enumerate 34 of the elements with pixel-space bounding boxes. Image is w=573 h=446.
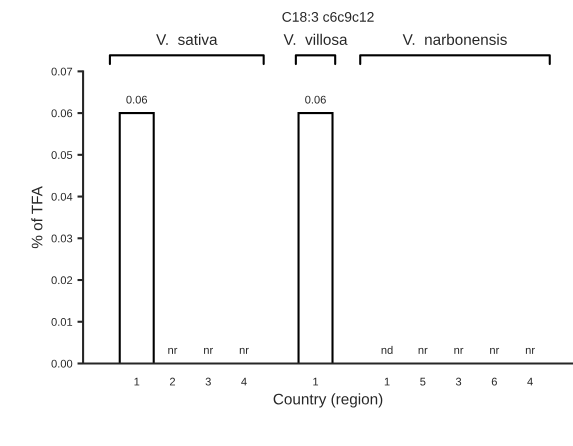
chart-title: C18:3 c6c9c12 <box>282 12 374 22</box>
text: nr <box>240 348 249 354</box>
x-tick-label: 4 <box>527 378 533 386</box>
text: nr <box>526 348 535 354</box>
x-tick-label: 1 <box>313 378 318 386</box>
y-tick-label: 0.01 <box>51 318 72 326</box>
data-label: 0.06 <box>305 96 326 104</box>
y-tick-label: 0.03 <box>51 234 72 242</box>
text: nr <box>418 348 428 354</box>
y-tick-label: 0.07 <box>51 68 72 76</box>
x-tick-label: 3 <box>206 378 211 386</box>
text: V. sativa <box>156 34 218 45</box>
text: nr <box>454 348 464 354</box>
y-tick-label: 0.04 <box>51 192 72 201</box>
y-tick-label: 0.02 <box>51 276 72 284</box>
text: nr <box>168 348 178 354</box>
text: nd <box>382 346 393 354</box>
x-tick-label: 4 <box>241 378 247 386</box>
x-tick-label: 5 <box>420 378 426 386</box>
text: V. villosa <box>284 34 348 45</box>
y-tick-label: 0.05 <box>51 151 72 159</box>
x-tick-label: 6 <box>492 378 497 386</box>
x-tick-label: 2 <box>170 378 176 386</box>
x-axis-title: Country (region) <box>274 393 382 408</box>
data-label: 0.06 <box>126 96 148 104</box>
y-tick-label: 0.00 <box>51 360 72 368</box>
y-axis-title: % of TFA <box>31 186 42 248</box>
x-tick-label: 1 <box>384 378 390 386</box>
y-tick-label: 0.06 <box>51 109 72 118</box>
x-tick-label: 1 <box>134 378 140 386</box>
x-tick-label: 3 <box>456 378 462 386</box>
text: nr <box>204 348 213 354</box>
text: V. narbonensis <box>402 34 507 45</box>
text: nr <box>490 348 500 354</box>
